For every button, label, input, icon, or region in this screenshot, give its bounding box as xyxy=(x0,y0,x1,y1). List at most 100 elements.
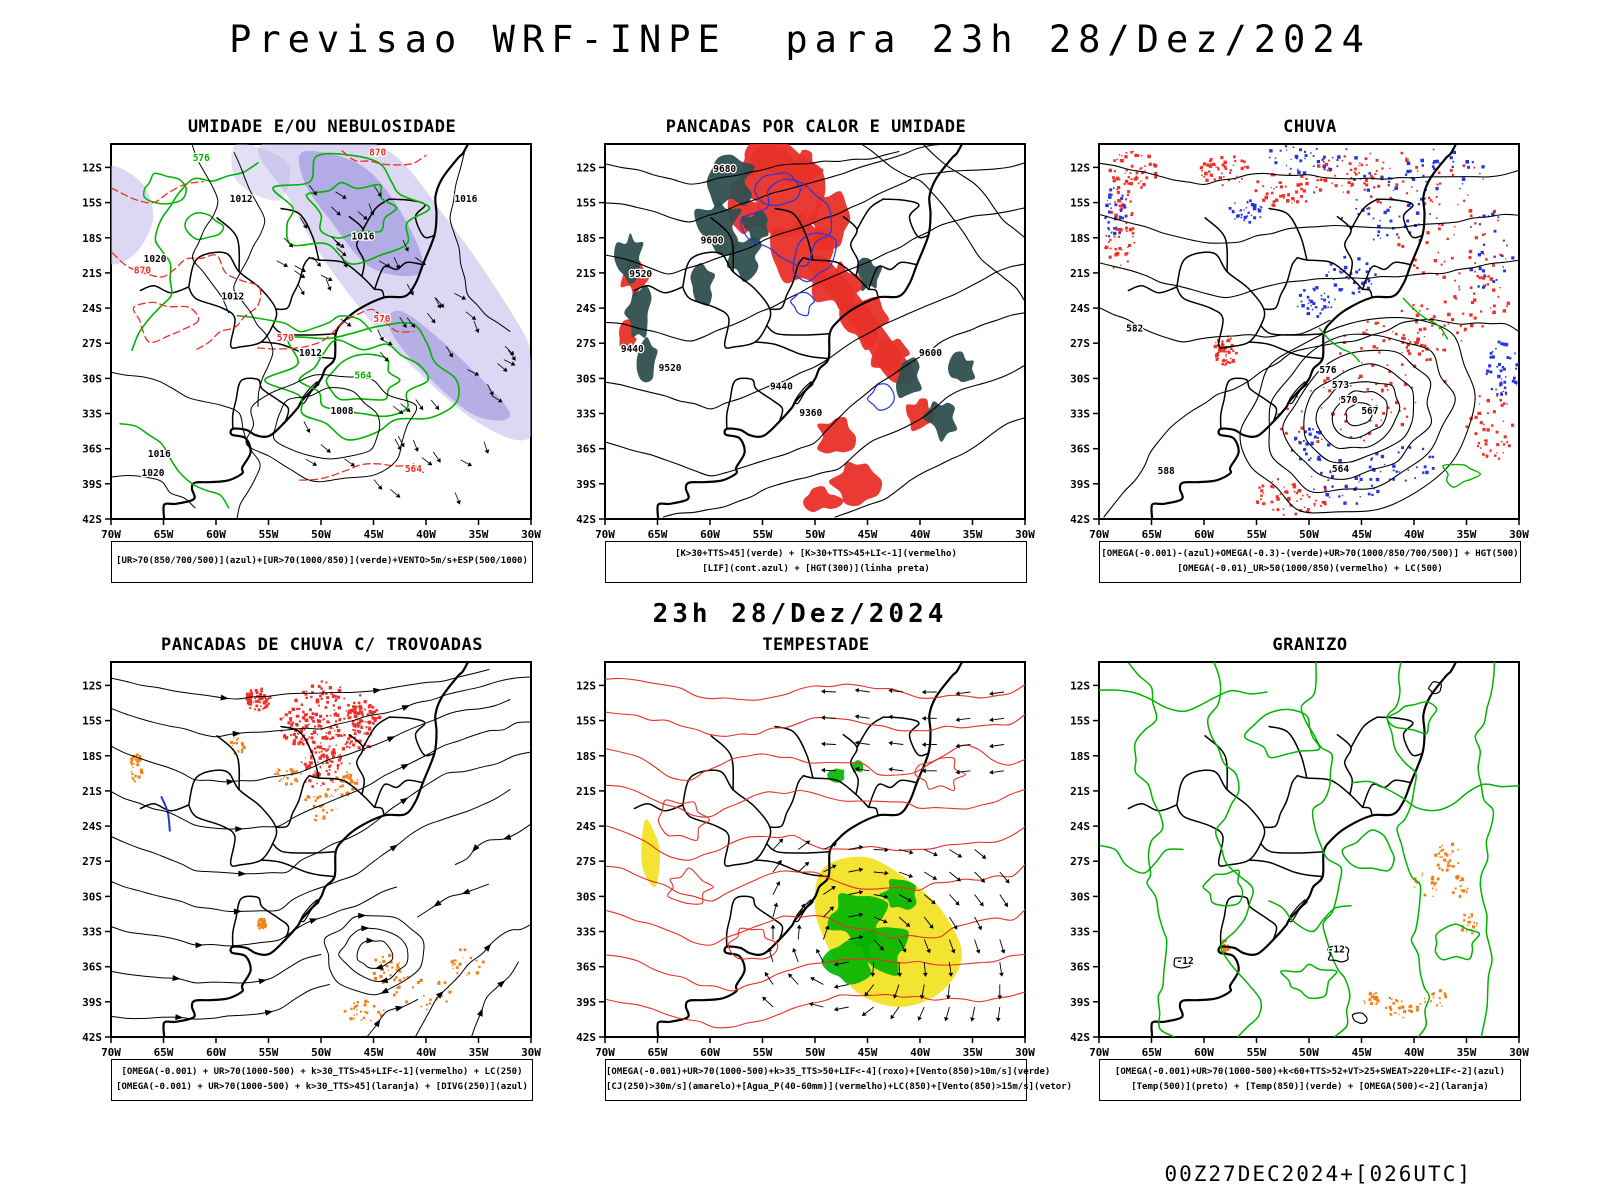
map-frame xyxy=(1098,143,1520,520)
svg-text:60W: 60W xyxy=(206,1046,226,1059)
svg-text:55W: 55W xyxy=(753,1046,773,1059)
contour-label: 9600 xyxy=(919,348,942,359)
svg-text:35W: 35W xyxy=(963,528,983,541)
svg-text:15S: 15S xyxy=(576,197,596,210)
svg-text:30W: 30W xyxy=(1015,1046,1035,1059)
contour-label: 573 xyxy=(1332,380,1349,391)
map-contour-layer xyxy=(1099,662,1519,1037)
panel-title-tempestade: TEMPESTADE xyxy=(762,635,870,655)
svg-text:65W: 65W xyxy=(648,1046,668,1059)
caption-chuva: [OMEGA(-0.001)-(azul)+OMEGA(-0.3)-(verde… xyxy=(1099,541,1521,583)
panel-title-granizo: GRANIZO xyxy=(1272,635,1348,655)
svg-text:30W: 30W xyxy=(1509,1046,1529,1059)
svg-text:18S: 18S xyxy=(1070,232,1090,245)
map-axes: 12S 15S 18S 21S 24S 27S 30S 33S 36S 39S 42S 70W 65W 6… xyxy=(1070,679,1529,1059)
panel-pancadas: PANCADAS POR CALOR E UMIDADE 12S 15S 18S 21S… xyxy=(565,117,1035,583)
svg-text:50W: 50W xyxy=(311,1046,331,1059)
svg-text:70W: 70W xyxy=(595,1046,615,1059)
map-base-layer xyxy=(633,144,964,519)
caption-line: [K>30+TTS>45](verde) + [K>30+TTS>45+LI<-… xyxy=(675,548,957,559)
svg-text:24S: 24S xyxy=(576,302,596,315)
svg-text:24S: 24S xyxy=(1070,302,1090,315)
caption-line: [CJ(250)>30m/s](amarelo)+[Agua_P(40-60mm… xyxy=(606,1082,1072,1092)
svg-text:36S: 36S xyxy=(576,443,596,456)
map-trovoadas: 12S 15S 18S 21S 24S 27S 30S 33S 36S 39S 42S 70W 65W 6… xyxy=(82,661,541,1059)
map-granizo: 12S 15S 18S 21S 24S 27S 30S 33S 36S 39S 42S 70W 65W 6… xyxy=(1070,661,1529,1059)
svg-text:39S: 39S xyxy=(1070,478,1090,491)
contour-label: 9440 xyxy=(621,344,644,355)
contour-label: 1012 xyxy=(230,194,253,205)
contour-label: 567 xyxy=(1361,406,1378,417)
svg-text:42S: 42S xyxy=(576,1031,596,1044)
caption-line: [Temp(500)](preto) + [Temp(850)](verde) … xyxy=(1131,1082,1489,1092)
contour-label: 9680 xyxy=(713,164,736,175)
svg-text:35W: 35W xyxy=(963,1046,983,1059)
svg-text:55W: 55W xyxy=(259,1046,279,1059)
svg-text:33S: 33S xyxy=(82,926,102,939)
contour-label: 1012 xyxy=(221,292,244,303)
svg-text:50W: 50W xyxy=(805,1046,825,1059)
svg-text:30W: 30W xyxy=(1509,528,1529,541)
svg-text:60W: 60W xyxy=(700,1046,720,1059)
svg-text:42S: 42S xyxy=(1070,513,1090,526)
svg-text:55W: 55W xyxy=(753,528,773,541)
svg-text:18S: 18S xyxy=(576,750,596,763)
panel-title-umidade: UMIDADE E/OU NEBULOSIDADE xyxy=(187,117,457,137)
svg-text:18S: 18S xyxy=(1070,750,1090,763)
contour-label: -12 xyxy=(1328,945,1345,956)
svg-text:27S: 27S xyxy=(1070,855,1090,868)
map-umidade: 12S 15S 18S 21S 24S 27S 30S 33S 36S 39S 42S 70W 65W 6… xyxy=(82,143,541,541)
svg-text:33S: 33S xyxy=(1070,408,1090,421)
map-contour-layer xyxy=(605,144,1025,518)
svg-text:40W: 40W xyxy=(416,1046,436,1059)
caption-granizo: [OMEGA(-0.001)+UR>70(1000-500)+k<60+TTS>… xyxy=(1099,1059,1521,1101)
svg-text:42S: 42S xyxy=(1070,1031,1090,1044)
svg-text:21S: 21S xyxy=(1070,785,1090,798)
map-contour-layer xyxy=(111,144,516,519)
map-contour-labels: 1012101610161020101210121008101610208708… xyxy=(133,146,479,480)
map-axes: 12S 15S 18S 21S 24S 27S 30S 33S 36S 39S 42S 70W 65W 6… xyxy=(576,161,1035,541)
contour-label: 564 xyxy=(354,370,371,381)
contour-label: 9360 xyxy=(799,408,822,419)
svg-text:39S: 39S xyxy=(576,478,596,491)
svg-text:42S: 42S xyxy=(82,1031,102,1044)
contour-label: 564 xyxy=(405,464,422,475)
svg-text:27S: 27S xyxy=(576,337,596,350)
map-contour-labels: 9680 9600 9520 9440 9520 9600 9440 9360 xyxy=(620,163,944,420)
svg-text:45W: 45W xyxy=(1352,1046,1372,1059)
contour-label: 564 xyxy=(1332,464,1349,475)
svg-text:30S: 30S xyxy=(576,890,596,903)
contour-label: 870 xyxy=(369,147,386,158)
svg-text:15S: 15S xyxy=(576,715,596,728)
map-contour-labels: -12 -12 xyxy=(1175,943,1346,968)
contour-label: 9440 xyxy=(770,382,793,393)
svg-text:12S: 12S xyxy=(1070,161,1090,174)
svg-text:45W: 45W xyxy=(858,528,878,541)
map-base-layer xyxy=(139,144,470,519)
map-axes: 12S 15S 18S 21S 24S 27S 30S 33S 36S 39S 42S 70W 65W 6… xyxy=(82,679,541,1059)
svg-text:30S: 30S xyxy=(82,372,102,385)
svg-text:40W: 40W xyxy=(1404,528,1424,541)
caption-trovoadas: [OMEGA(-0.001) + UR>70(1000-500) + k>30_… xyxy=(111,1059,533,1101)
svg-text:36S: 36S xyxy=(1070,443,1090,456)
caption-line: [UR>70(850/700/500)](azul)+[UR>70(1000/8… xyxy=(116,556,528,567)
svg-text:12S: 12S xyxy=(82,679,102,692)
contour-label: 576 xyxy=(193,153,210,164)
panels-row-top: UMIDADE E/OU NEBULOSIDADE 12S 15S 18S 21S 24S… xyxy=(0,117,1600,583)
map-base-layer xyxy=(1127,144,1458,519)
contour-label: 570 xyxy=(373,314,390,325)
svg-text:65W: 65W xyxy=(1142,1046,1162,1059)
contour-label: 570 xyxy=(1340,395,1357,406)
map-frame xyxy=(110,661,532,1038)
svg-text:70W: 70W xyxy=(101,1046,121,1059)
svg-text:24S: 24S xyxy=(576,820,596,833)
svg-text:45W: 45W xyxy=(364,1046,384,1059)
contour-label: 9520 xyxy=(629,269,652,280)
map-axes: 12S 15S 18S 21S 24S 27S 30S 33S 36S 39S 42S 70W 65W 6… xyxy=(82,161,541,541)
svg-text:40W: 40W xyxy=(1404,1046,1424,1059)
svg-text:39S: 39S xyxy=(1070,996,1090,1009)
contour-label: 1012 xyxy=(299,348,322,359)
panel-title-pancadas: PANCADAS POR CALOR E UMIDADE xyxy=(665,117,967,137)
svg-text:36S: 36S xyxy=(1070,961,1090,974)
contour-label: 1008 xyxy=(331,406,354,417)
